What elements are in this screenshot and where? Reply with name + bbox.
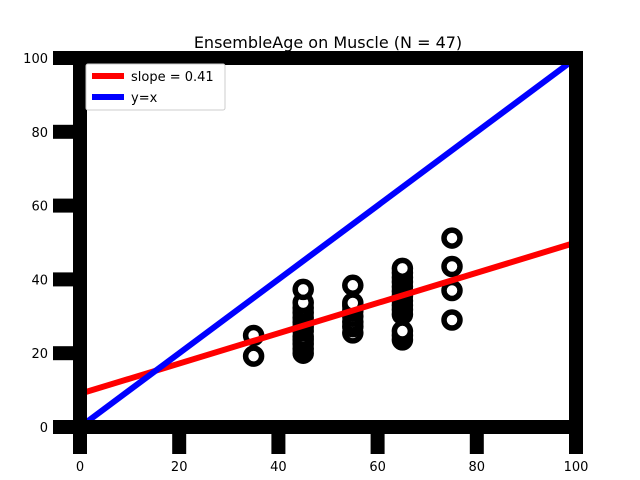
- y-tick-mark-0: [53, 420, 76, 434]
- data-point-0: [242, 345, 265, 367]
- x-tick-label-2: 40: [270, 460, 287, 475]
- y-tick-mark-1: [53, 346, 76, 361]
- legend: slope = 0.41 y=x: [85, 63, 226, 111]
- y-tick-label-0: 0: [40, 421, 48, 436]
- y-tick-mark-4: [53, 124, 76, 139]
- data-point-37: [441, 309, 463, 331]
- y-tick-label-4: 80: [31, 126, 48, 141]
- y-tick-label-3: 60: [31, 200, 48, 215]
- data-point-25: [391, 320, 414, 342]
- y-tick-label-2: 40: [31, 273, 48, 288]
- axis-ticks: 0 20 40 60 80 100 0 20 40 60 80 100: [23, 51, 588, 475]
- x-tick-mark-4: [469, 431, 484, 454]
- data-point-39: [441, 255, 463, 278]
- x-tick-mark-2: [271, 431, 286, 454]
- y-tick-label-1: 20: [31, 347, 48, 362]
- chart-title: EnsembleAge on Muscle (N = 47): [194, 33, 462, 52]
- x-tick-label-4: 80: [469, 460, 486, 475]
- plot-frame: [73, 51, 583, 434]
- y-tick-mark-5: [53, 51, 76, 65]
- x-tick-label-3: 60: [369, 460, 386, 475]
- legend-label-identity: y=x: [131, 91, 158, 106]
- data-point-22: [342, 274, 364, 297]
- legend-label-slope: slope = 0.41: [131, 70, 214, 85]
- x-tick-label-1: 20: [171, 460, 188, 475]
- x-tick-mark-3: [370, 431, 385, 454]
- x-tick-mark-5: [569, 431, 583, 454]
- y-tick-mark-3: [53, 198, 76, 213]
- data-point-36: [391, 257, 414, 280]
- data-point-40: [441, 227, 463, 249]
- y-tick-mark-2: [53, 272, 76, 287]
- y-tick-label-5: 100: [23, 52, 48, 67]
- x-tick-label-0: 0: [76, 460, 84, 475]
- identity-line: [78, 55, 578, 430]
- x-tick-mark-0: [73, 431, 87, 454]
- x-tick-label-5: 100: [564, 460, 589, 475]
- axes-frame: [73, 51, 583, 434]
- x-tick-mark-1: [172, 431, 187, 454]
- plot-area: [78, 55, 578, 430]
- data-point-14: [292, 278, 314, 301]
